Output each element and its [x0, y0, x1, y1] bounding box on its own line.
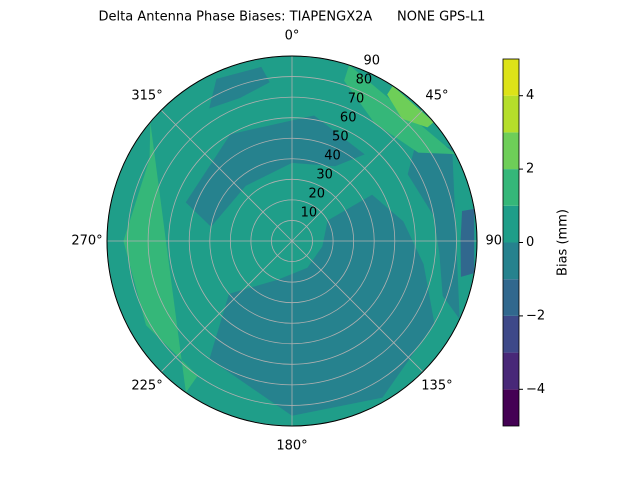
contour-region — [209, 194, 435, 416]
grid-spoke — [291, 109, 424, 242]
contour-region — [407, 135, 460, 320]
theta-tick-label: 0° — [285, 29, 300, 44]
theta-tick-label: 270° — [71, 234, 102, 249]
colorbar-tick-label: 4 — [526, 88, 534, 103]
contour-region — [209, 66, 270, 109]
r-tick-label: 50 — [332, 130, 349, 145]
colorbar-band — [503, 352, 519, 390]
colorbar-band — [503, 242, 519, 280]
grid-spoke — [160, 240, 293, 373]
colorbar-band — [503, 389, 519, 426]
r-tick-label: 90 — [364, 54, 381, 69]
r-tick-label: 30 — [316, 168, 333, 183]
colorbar-band — [503, 59, 519, 96]
colorbar-tick-label: 0 — [526, 235, 534, 250]
contour-region — [185, 115, 365, 227]
colorbar-band — [503, 95, 519, 133]
colorbar-tick-label: −2 — [526, 308, 545, 323]
theta-tick-label: 180° — [276, 439, 307, 454]
colorbar-tick-label: 2 — [526, 162, 534, 177]
r-tick-label: 60 — [340, 111, 357, 126]
theta-tick-label: 315° — [131, 89, 162, 104]
grid-spoke — [291, 240, 424, 373]
r-tick-label: 20 — [308, 187, 325, 202]
plot-border — [106, 55, 478, 427]
r-tick-label: 10 — [301, 206, 318, 221]
colorbar-band — [503, 205, 519, 243]
theta-tick-label: 45° — [425, 89, 448, 104]
r-tick-label: 80 — [356, 73, 373, 88]
grid-spoke — [160, 109, 293, 242]
chart-title: Delta Antenna Phase Biases: TIAPENGX2A N… — [99, 10, 486, 25]
colorbar-label: Bias (mm) — [556, 209, 571, 276]
colorbar-band — [503, 169, 519, 206]
colorbar-tick-label: −4 — [526, 382, 545, 397]
contour-region — [123, 122, 198, 393]
contour-region — [460, 208, 475, 277]
colorbar-band — [503, 315, 519, 353]
contour-region — [387, 85, 434, 128]
r-tick-label: 40 — [324, 149, 341, 164]
colorbar-band — [503, 279, 519, 316]
colorbar-band — [503, 132, 519, 170]
theta-tick-label: 135° — [421, 378, 452, 393]
r-tick-label: 70 — [348, 92, 365, 107]
theta-tick-label: 225° — [131, 378, 162, 393]
